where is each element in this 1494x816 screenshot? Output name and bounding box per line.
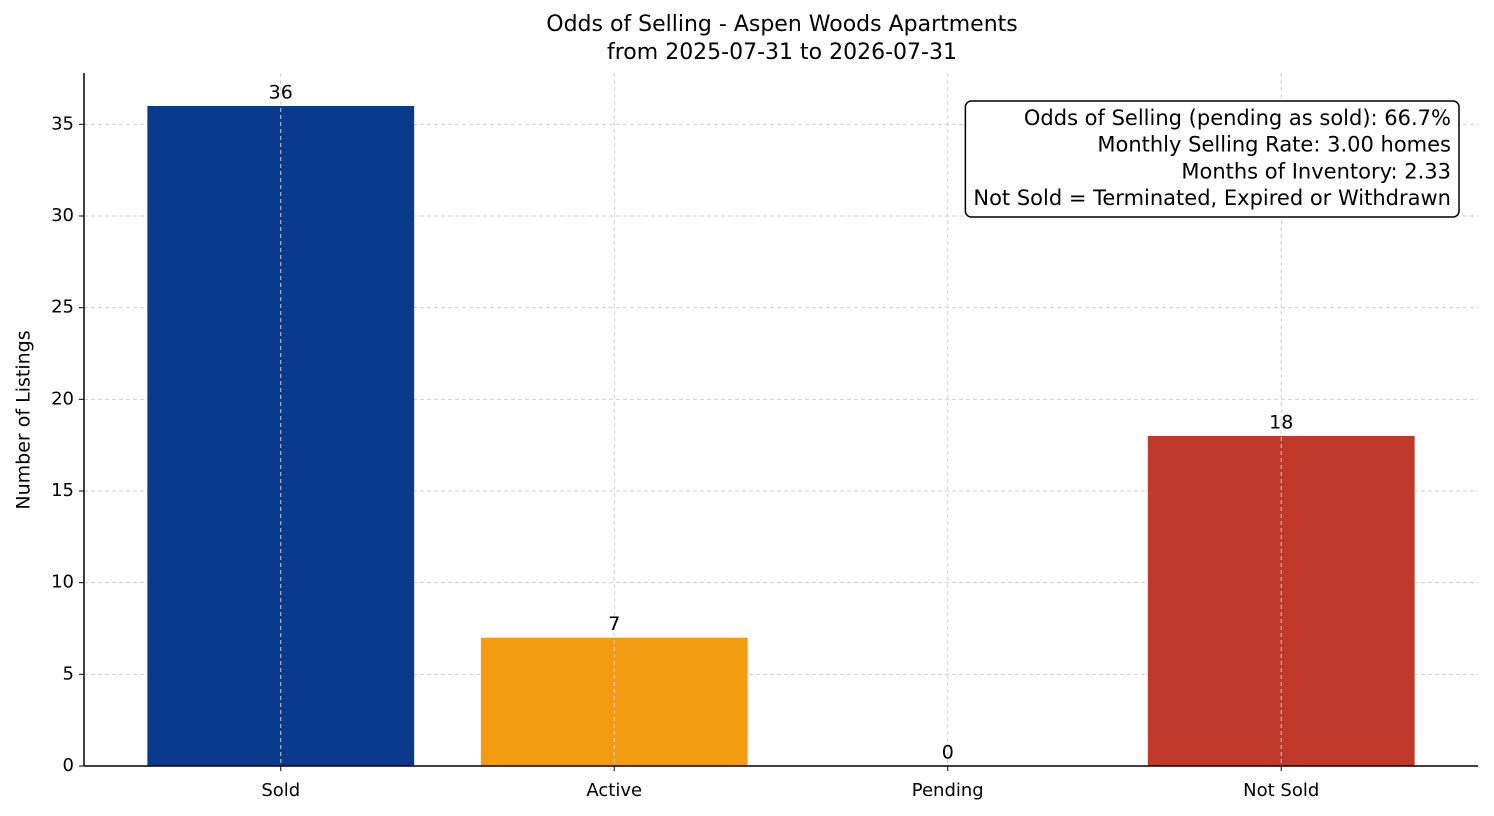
y-tick-label: 5 bbox=[63, 663, 74, 684]
chart-title: Odds of Selling - Aspen Woods Apartments bbox=[546, 12, 1018, 37]
value-label: 7 bbox=[608, 613, 620, 635]
y-tick-label: 30 bbox=[51, 205, 74, 226]
chart-subtitle: from 2025-07-31 to 2026-07-31 bbox=[607, 40, 957, 65]
y-axis-label: Number of Listings bbox=[13, 330, 35, 509]
annotation-line: Not Sold = Terminated, Expired or Withdr… bbox=[973, 186, 1451, 210]
annotation-box bbox=[964, 100, 1460, 218]
bar bbox=[147, 106, 415, 766]
annotation-line: Monthly Selling Rate: 3.00 homes bbox=[1097, 133, 1451, 157]
y-tick-label: 10 bbox=[51, 572, 74, 593]
annotation-line: Odds of Selling (pending as sold): 66.7% bbox=[1024, 106, 1451, 130]
y-tick-label: 20 bbox=[51, 388, 74, 409]
annotation-line: Months of Inventory: 2.33 bbox=[1181, 159, 1451, 183]
bar bbox=[480, 637, 748, 766]
y-tick-label: 0 bbox=[63, 755, 74, 776]
x-tick-label: Active bbox=[586, 780, 642, 801]
y-tick-label: 35 bbox=[51, 113, 74, 134]
x-tick-label: Pending bbox=[912, 780, 984, 801]
y-tick-label: 15 bbox=[51, 480, 74, 501]
value-label: 18 bbox=[1269, 412, 1293, 434]
x-tick-label: Sold bbox=[261, 780, 300, 801]
y-tick-label: 25 bbox=[51, 297, 74, 318]
value-label: 0 bbox=[942, 742, 954, 764]
value-label: 36 bbox=[269, 82, 293, 104]
x-tick-label: Not Sold bbox=[1243, 780, 1319, 801]
